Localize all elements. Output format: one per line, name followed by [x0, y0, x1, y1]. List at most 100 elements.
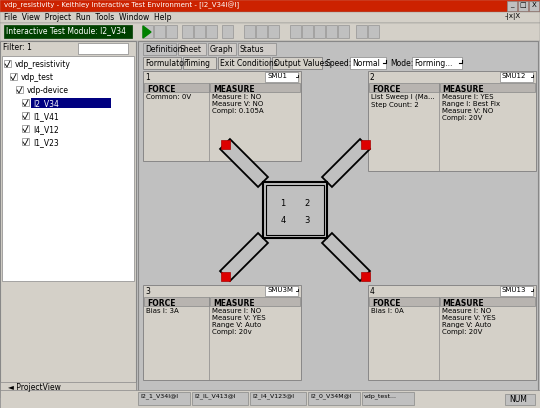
Bar — [22, 125, 29, 132]
Bar — [143, 71, 301, 161]
Text: Measure I: NO
Measure V: YES
Range V: Auto
Compl: 20v: Measure I: NO Measure V: YES Range V: Au… — [212, 308, 266, 335]
Text: 2: 2 — [370, 73, 375, 82]
Bar — [507, 1, 517, 11]
Bar — [2, 56, 134, 281]
Bar — [31, 98, 111, 108]
Text: 4: 4 — [280, 216, 286, 225]
Text: _: _ — [510, 2, 514, 8]
Bar — [250, 392, 306, 405]
Bar — [178, 43, 206, 55]
Polygon shape — [322, 233, 370, 281]
Bar — [290, 25, 301, 38]
Text: I2_0_V34M@I: I2_0_V34M@I — [310, 393, 352, 399]
Text: I1_V41: I1_V41 — [33, 112, 59, 121]
Text: NUM: NUM — [509, 395, 527, 404]
Text: 1: 1 — [145, 73, 150, 82]
Bar — [166, 25, 177, 38]
Bar — [154, 25, 165, 38]
Polygon shape — [220, 233, 268, 281]
Bar — [356, 25, 367, 38]
Bar — [412, 57, 462, 69]
Text: vdp_resistivity: vdp_resistivity — [15, 60, 71, 69]
Bar — [208, 43, 236, 55]
Bar — [369, 297, 438, 306]
Bar — [16, 86, 23, 93]
Bar — [0, 12, 540, 23]
Bar — [22, 112, 29, 119]
Bar — [221, 272, 230, 281]
Text: Speed:: Speed: — [325, 58, 351, 67]
Bar — [138, 392, 190, 405]
Text: vdp_resistivity - Keithley Interactive Test Environment - [I2_V34I@I]: vdp_resistivity - Keithley Interactive T… — [4, 2, 239, 9]
Bar — [350, 57, 386, 69]
Bar — [0, 382, 136, 397]
Text: File  View  Project  Run  Tools  Window  Help: File View Project Run Tools Window Help — [4, 13, 172, 22]
Text: 4: 4 — [370, 287, 375, 296]
Bar — [144, 297, 210, 306]
Bar — [263, 182, 327, 238]
Bar — [244, 25, 255, 38]
Text: MEASURE: MEASURE — [443, 84, 484, 93]
Text: ◄ ProjectView: ◄ ProjectView — [8, 384, 61, 392]
Polygon shape — [220, 139, 268, 187]
Text: Timing: Timing — [185, 58, 211, 67]
Text: Mode:: Mode: — [390, 58, 413, 67]
Bar — [222, 25, 233, 38]
Bar — [368, 25, 379, 38]
Bar — [362, 392, 414, 405]
Text: Forming...: Forming... — [414, 58, 453, 67]
Bar — [266, 185, 324, 235]
Bar — [78, 43, 128, 54]
Text: FORCE: FORCE — [372, 84, 401, 93]
Bar — [0, 390, 540, 408]
Bar — [0, 23, 540, 41]
Polygon shape — [143, 26, 151, 38]
Bar — [268, 25, 279, 38]
Text: Measure I: NO
Measure V: NO
Compl: 0.105A: Measure I: NO Measure V: NO Compl: 0.105… — [212, 94, 264, 114]
Text: MEASURE: MEASURE — [213, 299, 255, 308]
Bar — [4, 25, 132, 38]
Bar — [22, 138, 29, 145]
Text: Exit Conditions: Exit Conditions — [220, 58, 278, 67]
Text: Definition: Definition — [145, 44, 183, 53]
Bar — [302, 25, 313, 38]
Bar — [314, 25, 325, 38]
Bar — [238, 43, 276, 55]
Text: 3: 3 — [305, 216, 309, 225]
Text: Measure I: NO
Measure V: YES
Range V: Auto
Compl: 20V: Measure I: NO Measure V: YES Range V: Au… — [442, 308, 495, 335]
Bar — [0, 0, 540, 12]
Text: I1_V23: I1_V23 — [33, 138, 59, 147]
Bar — [4, 60, 11, 67]
Text: Output Values: Output Values — [274, 58, 328, 67]
Text: List Sweep I (Ma...
Step Count: 2: List Sweep I (Ma... Step Count: 2 — [371, 94, 435, 107]
Bar — [529, 1, 539, 11]
Text: MEASURE: MEASURE — [213, 84, 255, 93]
Text: 1: 1 — [280, 199, 286, 208]
Text: FORCE: FORCE — [147, 84, 176, 93]
Bar — [272, 57, 322, 69]
Text: Bias I: 3A: Bias I: 3A — [146, 308, 179, 314]
Text: I4_V12: I4_V12 — [33, 125, 59, 134]
Bar — [308, 392, 360, 405]
Text: Interactive Test Module: I2_V34: Interactive Test Module: I2_V34 — [6, 27, 126, 35]
Bar — [182, 25, 193, 38]
Bar — [10, 73, 17, 80]
Text: Status: Status — [240, 44, 265, 53]
Bar — [211, 83, 300, 92]
Bar — [138, 41, 538, 391]
Bar — [265, 72, 298, 82]
Text: 2: 2 — [305, 199, 309, 208]
Bar — [221, 140, 230, 149]
Bar — [361, 140, 370, 149]
Text: I2_IL_V413@I: I2_IL_V413@I — [194, 393, 235, 399]
Text: 3: 3 — [145, 287, 150, 296]
Text: SMU13: SMU13 — [502, 287, 526, 293]
Bar — [256, 25, 267, 38]
Bar — [143, 57, 181, 69]
Bar — [22, 99, 29, 106]
Text: Formulator: Formulator — [145, 58, 187, 67]
Text: I2_I4_V123@I: I2_I4_V123@I — [252, 393, 294, 399]
Text: -|x|X: -|x|X — [505, 13, 521, 20]
Text: □: □ — [519, 2, 526, 8]
Text: Common: 0V: Common: 0V — [146, 94, 191, 100]
